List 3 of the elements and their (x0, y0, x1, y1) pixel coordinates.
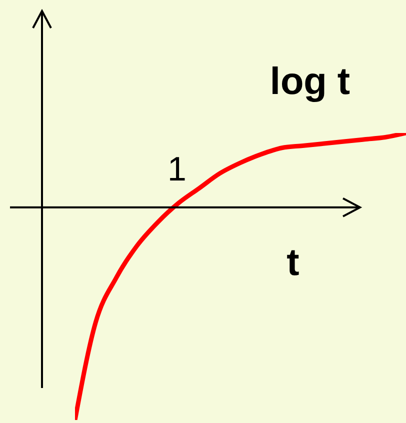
annotation: 1 (168, 150, 186, 188)
y-axis-title: log t (270, 61, 350, 103)
x-axis-title: t (286, 242, 300, 284)
